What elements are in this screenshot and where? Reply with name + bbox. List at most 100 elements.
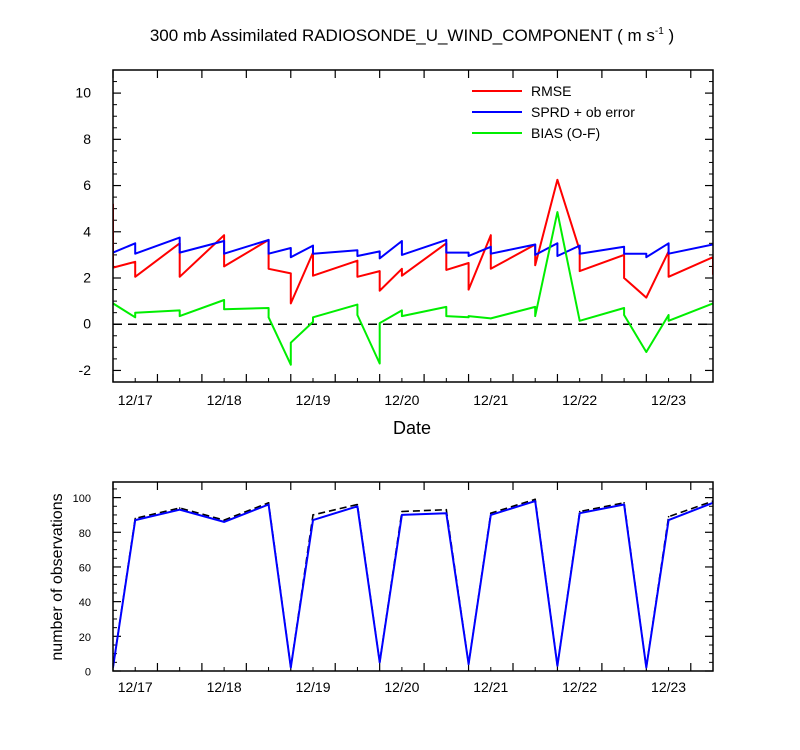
x-tick-label: 12/20 bbox=[384, 392, 419, 408]
data-point bbox=[290, 272, 292, 275]
series-line-sprd-ob-error bbox=[113, 236, 713, 260]
data-point bbox=[223, 252, 225, 255]
data-point bbox=[223, 521, 225, 523]
data-point bbox=[134, 519, 136, 521]
data-point bbox=[267, 239, 270, 241]
data-point bbox=[534, 306, 536, 308]
data-point bbox=[267, 503, 270, 506]
data-point bbox=[401, 309, 403, 312]
data-point bbox=[267, 502, 270, 504]
data-point bbox=[667, 515, 670, 518]
data-point bbox=[467, 262, 470, 264]
data-point bbox=[290, 666, 292, 669]
legend-label: BIAS (O-F) bbox=[531, 125, 600, 141]
bottom-series bbox=[113, 498, 713, 669]
data-point bbox=[356, 259, 359, 262]
data-point bbox=[467, 288, 470, 291]
data-point bbox=[667, 252, 670, 255]
x-tick-label: 12/19 bbox=[295, 392, 330, 408]
data-point bbox=[578, 510, 581, 513]
data-point bbox=[534, 500, 536, 502]
series-line-possible-observations bbox=[113, 498, 713, 669]
data-point bbox=[267, 268, 270, 270]
y-tick-label: 0 bbox=[85, 667, 91, 679]
data-point bbox=[401, 254, 403, 256]
top-plot-frame bbox=[112, 69, 714, 383]
data-point bbox=[267, 252, 270, 255]
data-point bbox=[356, 314, 359, 316]
data-point bbox=[134, 261, 136, 263]
x-tick-label: 12/17 bbox=[118, 392, 153, 408]
data-point bbox=[134, 242, 136, 245]
data-point bbox=[267, 307, 270, 309]
data-point bbox=[445, 239, 448, 241]
data-point bbox=[445, 306, 448, 308]
data-point bbox=[223, 519, 225, 521]
data-point bbox=[401, 240, 403, 242]
series-line-assimilated-observations bbox=[113, 500, 713, 669]
legend: RMSE SPRD + ob error BIAS (O-F) bbox=[472, 83, 635, 141]
x-tick-label: 12/21 bbox=[473, 679, 508, 695]
data-point bbox=[623, 502, 625, 504]
data-point bbox=[312, 519, 314, 521]
y-tick-label: 6 bbox=[83, 177, 91, 193]
data-point bbox=[312, 316, 314, 319]
data-point bbox=[178, 236, 181, 239]
data-point bbox=[645, 256, 648, 259]
data-point bbox=[467, 316, 470, 319]
data-point bbox=[134, 252, 136, 255]
data-point bbox=[445, 251, 448, 254]
legend-label: RMSE bbox=[531, 83, 571, 99]
y-tick-label: 20 bbox=[79, 632, 91, 644]
top-ticks bbox=[112, 69, 714, 383]
data-point bbox=[378, 250, 381, 253]
data-point bbox=[356, 276, 359, 278]
data-point bbox=[223, 299, 225, 301]
data-point bbox=[667, 276, 670, 278]
y-tick-label: 80 bbox=[79, 528, 91, 540]
data-point bbox=[534, 498, 536, 501]
data-point bbox=[223, 308, 225, 311]
data-point bbox=[534, 264, 536, 267]
data-point bbox=[534, 315, 536, 317]
y-tick-label: 100 bbox=[73, 493, 91, 505]
data-point bbox=[178, 315, 181, 317]
data-point bbox=[490, 317, 492, 320]
data-point bbox=[312, 274, 314, 277]
x-axis-label: Date bbox=[393, 418, 431, 438]
data-point bbox=[556, 211, 559, 213]
data-point bbox=[178, 251, 181, 254]
data-point bbox=[356, 303, 359, 306]
data-point bbox=[178, 507, 181, 509]
data-point bbox=[534, 243, 536, 246]
data-point bbox=[356, 249, 359, 252]
x-tick-label: 12/18 bbox=[207, 679, 242, 695]
top-series bbox=[113, 178, 713, 366]
data-point bbox=[578, 252, 581, 255]
data-point bbox=[378, 289, 381, 292]
y-tick-label: -2 bbox=[79, 362, 92, 378]
data-point bbox=[645, 252, 648, 255]
data-point bbox=[645, 296, 648, 299]
data-point bbox=[312, 244, 314, 247]
data-point bbox=[623, 252, 625, 255]
data-point bbox=[556, 242, 559, 245]
y-tick-label: 8 bbox=[83, 131, 91, 147]
data-point bbox=[623, 277, 625, 279]
data-point bbox=[490, 268, 492, 270]
legend-label: SPRD + ob error bbox=[531, 104, 635, 120]
bottom-tick-labels: 0 20 40 60 80 100 12/17 12/18 12/19 12/20 12/21 12/… bbox=[73, 493, 687, 695]
x-tick-label: 12/19 bbox=[295, 679, 330, 695]
x-tick-label: 12/20 bbox=[384, 679, 419, 695]
data-point bbox=[556, 255, 559, 257]
x-tick-label: 12/22 bbox=[562, 679, 597, 695]
data-point bbox=[312, 252, 314, 255]
data-point bbox=[356, 503, 359, 506]
data-point bbox=[356, 505, 359, 508]
data-point bbox=[445, 512, 448, 514]
data-point bbox=[490, 514, 492, 516]
data-point bbox=[401, 315, 403, 317]
data-point bbox=[623, 307, 625, 309]
x-tick-label: 12/17 bbox=[118, 679, 153, 695]
